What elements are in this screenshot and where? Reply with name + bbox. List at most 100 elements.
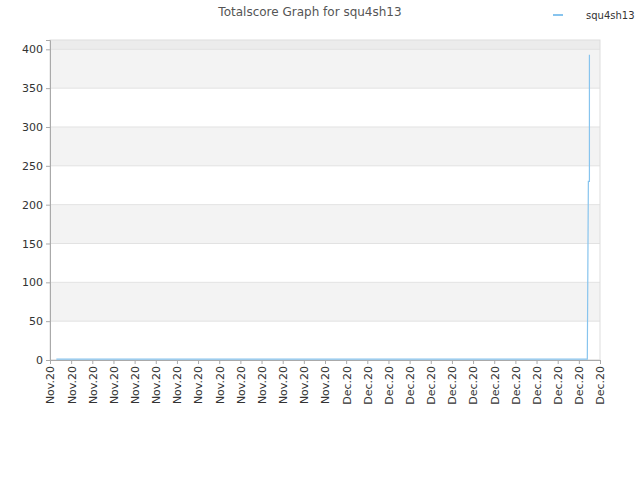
legend-label: squ4sh13 — [586, 10, 635, 21]
series-line — [56, 55, 589, 359]
y-axis-line — [46, 41, 51, 361]
x-tick-mark — [600, 360, 601, 364]
x-tick-mark — [346, 360, 347, 364]
x-tick: Dec.20 — [404, 360, 417, 405]
y-tick-label: 0 — [36, 354, 43, 367]
y-tick-mark — [46, 282, 50, 283]
x-tick-mark — [388, 360, 389, 364]
x-tick: Dec.20 — [489, 360, 502, 405]
x-tick-label: Dec.20 — [425, 366, 438, 405]
x-tick-mark — [304, 360, 305, 364]
y-tick: 200 — [22, 199, 50, 212]
x-tick-label: Dec.20 — [467, 366, 480, 405]
x-tick-mark — [283, 360, 284, 364]
x-tick-label: Nov.20 — [129, 366, 142, 404]
y-tick: 350 — [22, 82, 50, 95]
x-tick-label: Dec.20 — [446, 366, 459, 405]
x-tick-mark — [579, 360, 580, 364]
grid-line — [50, 126, 600, 127]
grid-line — [50, 88, 600, 89]
grid-line — [50, 204, 600, 205]
x-tick-label: Dec.20 — [552, 366, 565, 405]
x-tick-label: Nov.20 — [277, 366, 290, 404]
x-tick: Nov.20 — [108, 360, 121, 404]
y-tick: 150 — [22, 238, 50, 251]
x-tick: Dec.20 — [573, 360, 586, 405]
x-axis: Nov.20 Nov.20 Nov.20 Nov.20 Nov.20 Nov.20 Nov.… — [44, 360, 607, 405]
y-tick-label: 100 — [22, 276, 43, 289]
x-tick: Nov.20 — [171, 360, 184, 404]
x-tick: Nov.20 — [319, 360, 332, 404]
grid-band — [50, 49, 600, 88]
x-tick-label: Dec.20 — [362, 366, 375, 405]
legend: squ4sh13 — [553, 10, 635, 21]
y-tick-mark — [46, 205, 50, 206]
x-tick-label: Dec.20 — [510, 366, 523, 405]
x-tick-label: Nov.20 — [150, 366, 163, 404]
y-tick-label: 400 — [22, 43, 43, 56]
y-tick-label: 300 — [22, 121, 43, 134]
x-tick-mark — [515, 360, 516, 364]
x-tick-label: Nov.20 — [108, 366, 121, 404]
x-tick-mark — [262, 360, 263, 364]
x-tick: Nov.20 — [298, 360, 311, 404]
y-tick-mark — [46, 127, 50, 128]
x-tick: Nov.20 — [277, 360, 290, 404]
y-tick: 300 — [22, 121, 50, 134]
x-tick: Nov.20 — [87, 360, 100, 404]
chart: 050100150200250300350400Nov.20Nov.20Nov.… — [0, 0, 640, 480]
x-tick-mark — [537, 360, 538, 364]
y-tick: 50 — [29, 315, 50, 328]
x-tick-label: Nov.20 — [192, 366, 205, 404]
x-tick-label: Dec.20 — [573, 366, 586, 405]
x-tick-label: Nov.20 — [256, 366, 269, 404]
plot-background — [50, 40, 600, 360]
x-tick: Dec.20 — [383, 360, 396, 405]
x-tick-mark — [135, 360, 136, 364]
grid-band — [50, 205, 600, 244]
x-tick-mark — [156, 360, 157, 364]
x-tick-label: Nov.20 — [66, 366, 79, 404]
x-tick-mark — [198, 360, 199, 364]
x-tick-mark — [219, 360, 220, 364]
y-tick: 250 — [22, 160, 50, 173]
x-tick: Nov.20 — [44, 360, 57, 404]
y-tick-label: 150 — [22, 238, 43, 251]
x-tick: Nov.20 — [66, 360, 79, 404]
y-tick-mark — [46, 49, 50, 50]
x-tick-mark — [558, 360, 559, 364]
y-tick: 100 — [22, 276, 50, 289]
y-tick-mark — [46, 321, 50, 322]
y-tick-label: 250 — [22, 160, 43, 173]
x-tick-mark — [410, 360, 411, 364]
series-group — [56, 55, 589, 359]
y-tick: 0 — [36, 354, 50, 367]
x-tick-label: Dec.20 — [404, 366, 417, 405]
y-tick-label: 350 — [22, 82, 43, 95]
x-tick: Dec.20 — [594, 360, 607, 405]
x-tick-mark — [325, 360, 326, 364]
x-tick: Dec.20 — [425, 360, 438, 405]
y-tick-label: 200 — [22, 199, 43, 212]
x-tick: Dec.20 — [446, 360, 459, 405]
x-tick: Dec.20 — [467, 360, 480, 405]
y-tick: 400 — [22, 43, 50, 56]
title: Totalscore Graph for squ4sh13 — [217, 5, 401, 19]
x-tick: Dec.20 — [341, 360, 354, 405]
grid-line — [50, 165, 600, 166]
x-tick: Dec.20 — [552, 360, 565, 405]
y-tick-label: 50 — [29, 315, 43, 328]
grid — [50, 49, 600, 360]
x-tick-mark — [431, 360, 432, 364]
grid-line — [50, 243, 600, 244]
x-tick-label: Dec.20 — [341, 366, 354, 405]
x-tick-label: Nov.20 — [44, 366, 57, 404]
x-tick: Nov.20 — [150, 360, 163, 404]
plot-frame — [50, 40, 600, 360]
x-tick: Nov.20 — [235, 360, 248, 404]
x-tick: Nov.20 — [129, 360, 142, 404]
grid-band — [50, 127, 600, 166]
grid-line — [50, 282, 600, 283]
grid-line — [50, 321, 600, 322]
legend-swatch — [553, 14, 563, 16]
